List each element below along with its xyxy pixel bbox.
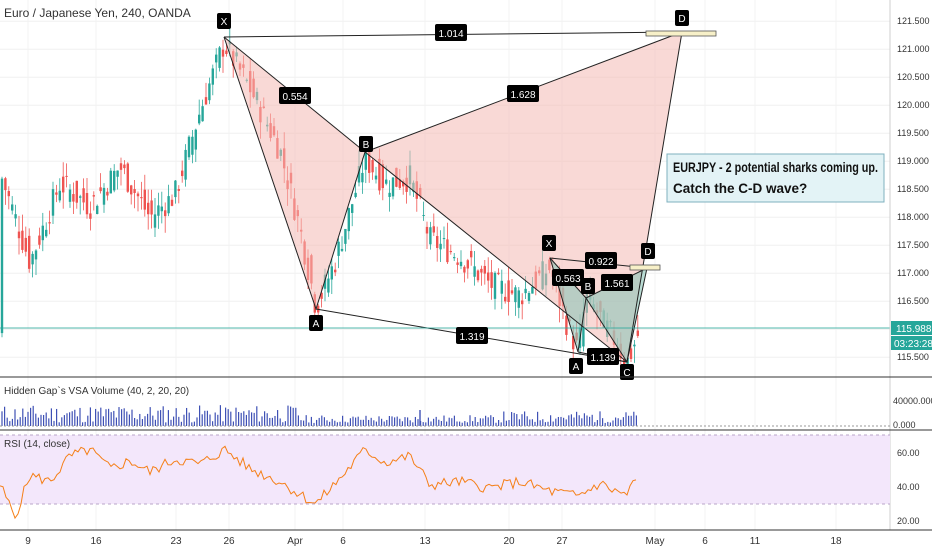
svg-text:A: A — [573, 362, 580, 373]
pattern-point-c: C — [620, 364, 634, 380]
svg-text:1.628: 1.628 — [510, 90, 535, 101]
svg-text:0.563: 0.563 — [555, 274, 580, 285]
time-axis: 9 16 23 26 Apr 6 13 20 27 May 6 11 18 — [25, 536, 842, 547]
last-price-value: 115.988 — [896, 324, 932, 335]
time-tick: 9 — [25, 536, 31, 547]
ratio-label: 1.628 — [507, 85, 539, 102]
price-tick: 117.000 — [897, 268, 929, 278]
rsi-tick-60: 60.00 — [897, 448, 920, 458]
svg-text:D: D — [644, 247, 651, 258]
pattern-point-a: A — [569, 358, 583, 374]
svg-text:B: B — [363, 140, 370, 151]
price-tick: 119.000 — [897, 156, 929, 166]
price-tick: 120.500 — [897, 72, 930, 82]
last-price-tag — [891, 321, 932, 335]
svg-text:1.561: 1.561 — [604, 279, 629, 290]
target-zone-big — [645, 30, 717, 37]
svg-text:B: B — [585, 282, 592, 293]
volume-tick-0: 40000.000 — [893, 396, 932, 406]
time-tick: 11 — [750, 536, 761, 547]
ratio-label: 0.922 — [585, 252, 617, 269]
time-tick: 20 — [503, 536, 515, 547]
volume-bars — [0, 405, 890, 427]
price-tick: 121.500 — [897, 16, 930, 26]
svg-text:1.014: 1.014 — [438, 29, 463, 40]
ratio-label: 0.554 — [279, 87, 311, 104]
ratio-label: 1.319 — [456, 327, 488, 344]
time-tick: 23 — [170, 536, 182, 547]
time-tick: May — [646, 536, 665, 547]
pattern-point-b: B — [359, 136, 373, 152]
pattern-point-labels: X A B C D X A B D — [217, 10, 689, 380]
price-tick: 119.500 — [897, 128, 929, 138]
price-tick: 117.500 — [897, 240, 929, 250]
time-tick: 13 — [419, 536, 431, 547]
pattern-point-x: X — [542, 235, 556, 251]
svg-text:X: X — [221, 17, 228, 28]
rsi-line — [0, 445, 637, 520]
price-tick: 118.000 — [897, 212, 929, 222]
price-tick: 121.000 — [897, 44, 930, 54]
price-tick: 118.500 — [897, 184, 929, 194]
price-tick: 120.000 — [897, 100, 930, 110]
volume-tick-1: 0.000 — [893, 420, 916, 430]
annotation-box[interactable]: EURJPY - 2 potential sharks coming up. C… — [666, 153, 885, 203]
target-zone-small — [629, 264, 661, 271]
svg-text:0.922: 0.922 — [588, 257, 613, 268]
annotation-line-2: Catch the C-D wave? — [673, 181, 807, 196]
time-tick: 18 — [830, 536, 842, 547]
ratio-label: 1.561 — [601, 274, 633, 291]
svg-text:A: A — [313, 319, 320, 330]
price-tick: 115.500 — [897, 352, 929, 362]
ratio-labels: 0.554 1.014 1.628 1.319 0.563 0.922 1.561 1.139 — [279, 24, 633, 365]
rsi-tick-20: 20.00 — [897, 516, 920, 526]
rsi-band — [0, 435, 890, 504]
rsi-panel-title: RSI (14, close) — [4, 439, 70, 450]
svg-text:C: C — [623, 368, 630, 379]
pattern-big-xab — [224, 37, 365, 309]
pattern-point-d: D — [675, 10, 689, 26]
svg-text:1.139: 1.139 — [590, 353, 615, 364]
pattern-point-b: B — [581, 278, 595, 294]
price-tick: 116.500 — [897, 296, 929, 306]
pattern-point-d: D — [641, 243, 655, 259]
ratio-label: 1.139 — [587, 348, 619, 365]
harmonic-patterns — [223, 30, 717, 364]
pattern-point-x: X — [217, 13, 231, 29]
svg-text:X: X — [546, 239, 553, 250]
time-tick: 6 — [340, 536, 346, 547]
time-tick: 26 — [223, 536, 235, 547]
svg-text:1.319: 1.319 — [459, 332, 484, 343]
volume-panel-title: Hidden Gap`s VSA Volume (40, 2, 20, 20) — [4, 385, 189, 397]
time-tick: 16 — [90, 536, 102, 547]
chart-title: Euro / Japanese Yen, 240, OANDA — [4, 6, 191, 20]
countdown-value: 03:23:28 — [894, 339, 932, 350]
time-tick: Apr — [287, 536, 303, 547]
pattern-point-a: A — [309, 315, 323, 331]
time-tick: 27 — [556, 536, 568, 547]
countdown-tag — [891, 336, 932, 350]
svg-text:0.554: 0.554 — [282, 92, 307, 103]
rsi-tick-40: 40.00 — [897, 482, 920, 492]
time-tick: 6 — [702, 536, 708, 547]
svg-text:D: D — [678, 14, 685, 25]
ratio-label: 0.563 — [552, 269, 584, 286]
ratio-label: 1.014 — [435, 24, 467, 41]
price-axis: 121.500 121.000 120.500 120.000 119.500 119.0… — [897, 16, 930, 362]
annotation-line-1: EURJPY - 2 potential sharks coming up. — [673, 160, 878, 175]
